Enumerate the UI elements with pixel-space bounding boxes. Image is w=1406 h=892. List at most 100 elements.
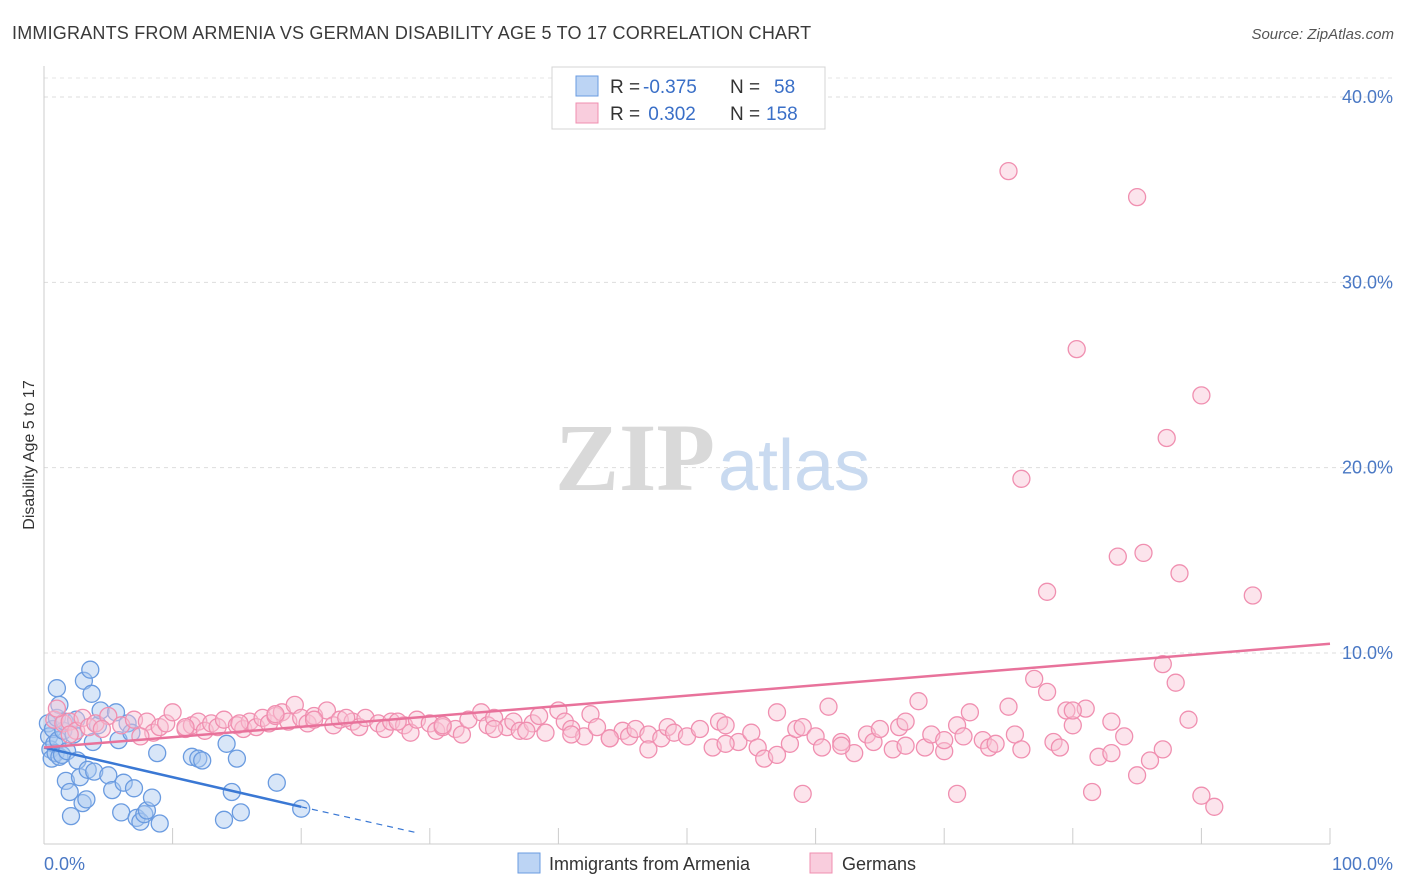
legend-r-value-armenia: -0.375 [643,77,697,98]
point-germans-60 [529,706,549,726]
point-germans-142 [1192,386,1211,405]
trend-line-germans [43,642,1331,749]
legend-n-label-germans: N = [730,104,760,125]
bottom-legend-swatch-germans [809,852,833,874]
point-armenia-46 [142,788,162,807]
point-germans-100 [909,692,928,711]
bottom-legend-label-germans: Germans [842,854,916,874]
point-armenia-26 [78,760,97,779]
point-germans-144 [999,161,1018,181]
point-armenia-30 [85,762,104,781]
point-germans-149 [832,736,851,755]
point-germans-147 [935,730,954,750]
point-germans-125 [1153,740,1172,759]
point-armenia-52 [214,810,234,829]
point-germans-152 [639,740,658,759]
point-armenia-57 [267,773,286,792]
x-tick-label-1: 100.0% [1332,854,1393,874]
scatter-points [38,161,1262,833]
point-germans-57 [504,712,523,731]
legend-r-label-armenia: R = [610,77,640,98]
point-armenia-27 [81,660,100,679]
point-germans-134 [1108,547,1127,566]
watermark-zip: ZIP [555,404,715,511]
point-germans-104 [947,716,967,735]
y-tick-label-1: 20.0% [1342,458,1393,478]
trend-lines [43,642,1331,834]
y-tick-label-0: 10.0% [1342,643,1393,663]
point-germans-130 [793,784,812,804]
axes [43,66,1330,845]
point-germans-116 [1050,738,1070,757]
top-legend: R = -0.375 N = 58 R = 0.302 N = 158 [551,66,826,130]
point-germans-145 [1127,187,1147,207]
point-germans-110 [999,697,1018,716]
point-germans-151 [716,734,735,753]
point-germans-154 [562,725,581,744]
point-germans-112 [1012,740,1031,759]
point-germans-137 [1243,586,1262,605]
point-armenia-38 [114,773,133,792]
point-armenia-51 [193,751,212,770]
point-armenia-15 [56,771,76,791]
point-germans-143 [1067,339,1086,359]
point-germans-150 [767,745,787,765]
point-armenia-37 [112,803,131,822]
point-germans-138 [1153,654,1172,674]
point-germans-156 [484,719,504,739]
legend-r-label-germans: R = [610,104,640,125]
legend-n-label-armenia: N = [730,77,760,98]
point-germans-105 [954,727,973,746]
point-germans-91 [819,697,838,716]
y-axis-label: Disability Age 5 to 17 [21,380,38,530]
tick-labels: 10.0% 20.0% 30.0% 40.0% 0.0% 100.0% [44,87,1393,874]
point-germans-148 [896,736,915,755]
point-germans-157 [433,716,452,735]
point-germans-99 [896,712,915,731]
point-germans-67 [587,717,607,737]
point-germans-164 [131,727,150,746]
point-germans-61 [536,723,555,742]
point-armenia-18 [61,806,81,826]
bottom-legend: Immigrants from Armenia Germans [517,852,916,874]
point-armenia-47 [148,743,167,763]
point-germans-85 [767,703,787,722]
point-germans-83 [748,738,767,757]
point-armenia-17 [60,782,79,802]
point-germans-122 [1115,727,1134,746]
point-germans-13 [157,714,176,733]
point-germans-123 [1127,766,1147,785]
point-germans-139 [1102,743,1121,763]
point-germans-133 [1037,582,1057,601]
chart-title: IMMIGRANTS FROM ARMENIA VS GERMAN DISABI… [12,23,811,43]
point-germans-165 [92,719,112,739]
point-armenia-41 [124,779,144,798]
point-germans-89 [806,727,825,746]
point-armenia-48 [150,814,169,833]
point-germans-127 [1179,710,1198,729]
trend-line-armenia-extension [301,806,418,834]
bottom-legend-swatch-armenia [517,852,541,874]
point-germans-129 [1205,797,1224,816]
point-germans-163 [176,717,195,737]
point-germans-135 [1134,543,1153,563]
point-germans-87 [787,719,806,739]
point-germans-140 [1012,469,1031,488]
legend-n-value-germans: 158 [766,104,798,125]
point-germans-114 [1037,682,1057,702]
point-germans-109 [986,734,1005,753]
point-germans-0 [45,710,64,729]
point-germans-27 [259,714,279,733]
point-armenia-33 [99,766,118,785]
point-armenia-55 [227,749,247,768]
trend-line-armenia [43,746,302,809]
point-germans-90 [812,738,832,757]
point-germans-141 [1157,428,1176,448]
point-germans-167 [47,699,67,718]
point-germans-126 [1166,673,1185,692]
watermark-atlas: atlas [718,426,870,506]
point-germans-146 [1063,701,1082,720]
point-germans-158 [388,712,407,731]
point-germans-132 [1082,782,1102,802]
